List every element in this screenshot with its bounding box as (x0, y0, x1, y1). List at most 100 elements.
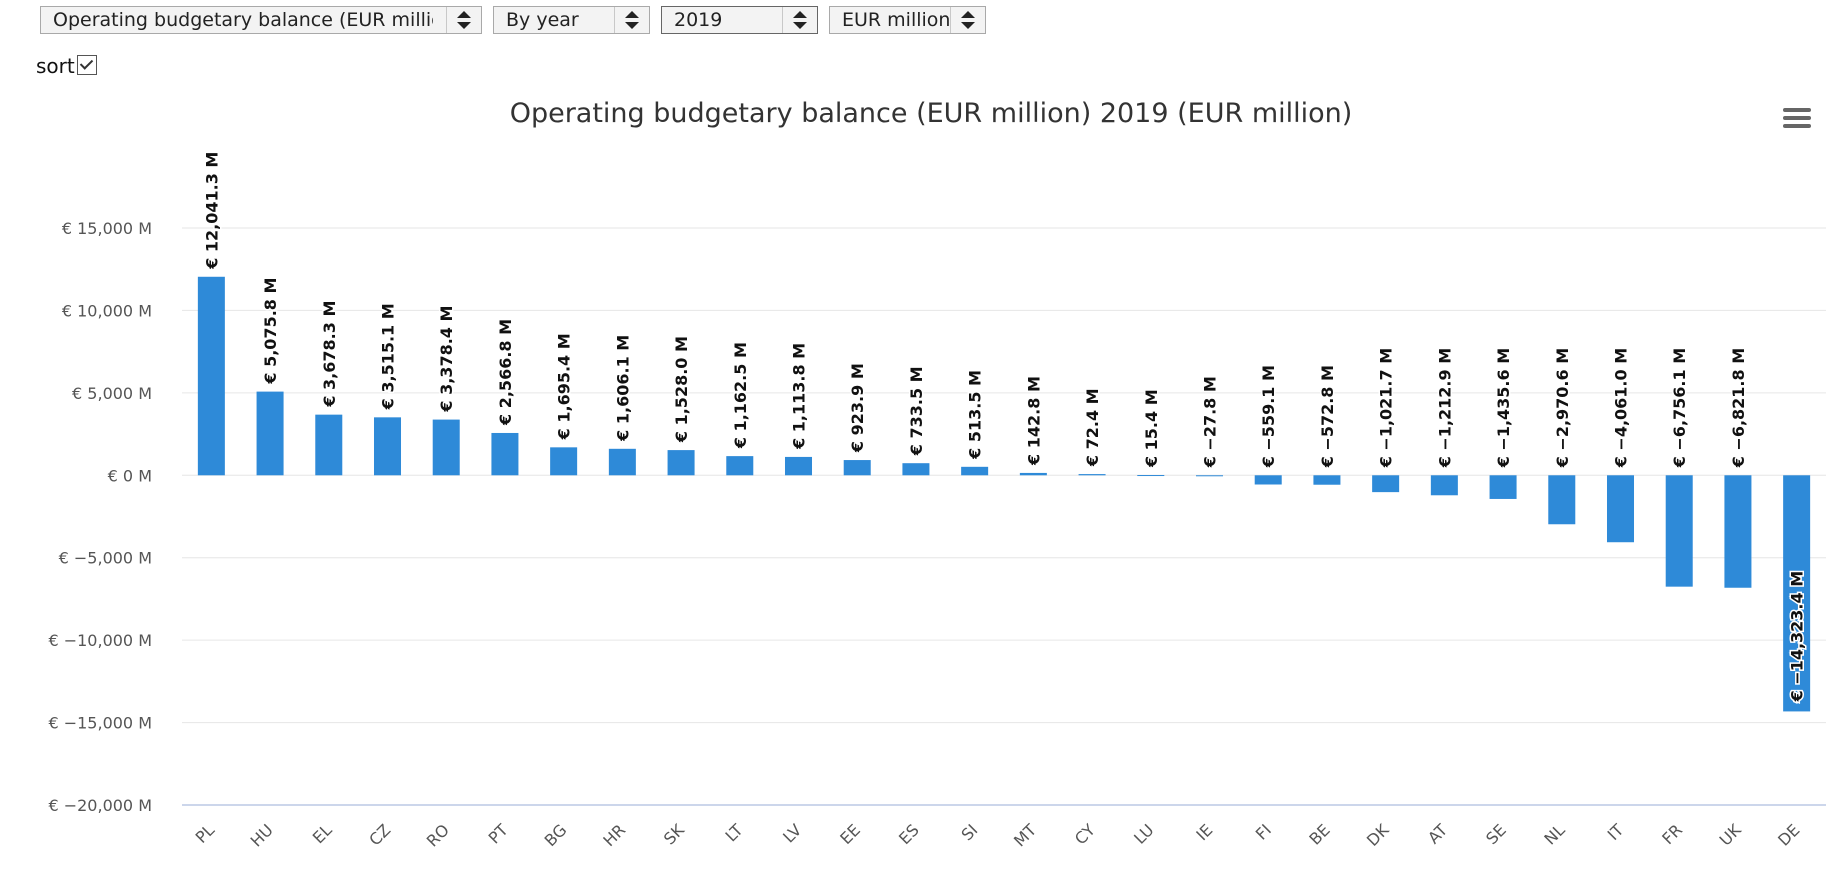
indicator-select[interactable]: Operating budgetary balance (EUR million… (40, 6, 482, 34)
x-tick-label: SI (958, 820, 982, 844)
bar-si[interactable] (961, 466, 989, 476)
bar-ee[interactable] (843, 460, 871, 476)
bar-hr[interactable] (608, 448, 636, 476)
y-tick-label: € −10,000 M (48, 631, 152, 650)
data-label: € −4,061.0 M (1612, 348, 1631, 468)
y-tick-label: € 10,000 M (62, 301, 152, 320)
bar-ro[interactable] (432, 419, 460, 476)
x-tick-label: BE (1305, 820, 1333, 848)
bar-cz[interactable] (373, 417, 402, 476)
x-tick-label: PL (192, 820, 219, 847)
chart-title: Operating budgetary balance (EUR million… (510, 98, 1353, 129)
unit-spinner-icon[interactable] (950, 7, 985, 33)
data-label: € 1,528.0 M (672, 336, 691, 443)
bar-uk[interactable] (1724, 475, 1752, 588)
data-label: € −6,756.1 M (1670, 348, 1689, 468)
bar-cy[interactable] (1078, 474, 1106, 476)
bar-lt[interactable] (726, 456, 754, 476)
x-tick-label: CY (1071, 820, 1099, 848)
bar-ie[interactable] (1195, 475, 1224, 477)
bars (197, 276, 1811, 712)
data-label: € 72.4 M (1083, 388, 1102, 467)
bar-fr[interactable] (1665, 475, 1693, 587)
data-label: € 3,378.4 M (437, 306, 456, 413)
bar-lu[interactable] (1137, 475, 1165, 477)
sort-toggle[interactable]: sort (36, 54, 97, 78)
x-tick-label: BG (541, 820, 571, 850)
bar-pl[interactable] (197, 276, 225, 476)
data-label: € −572.8 M (1318, 365, 1337, 468)
bar-mt[interactable] (1019, 472, 1047, 476)
x-tick-label: NL (1540, 820, 1568, 848)
bar-be[interactable] (1313, 475, 1341, 485)
sort-checkbox[interactable] (76, 55, 97, 75)
bar-lv[interactable] (784, 456, 813, 476)
x-tick-label: IE (1192, 820, 1216, 844)
data-label: € −559.1 M (1259, 365, 1278, 468)
indicator-select-value: Operating budgetary balance (EUR million… (53, 9, 433, 31)
bar-se[interactable] (1489, 475, 1517, 499)
x-tick-label: EE (836, 820, 864, 848)
grid-lines (182, 227, 1826, 806)
y-tick-label: € −5,000 M (59, 549, 152, 568)
bar-dk[interactable] (1372, 475, 1400, 493)
bar-hu[interactable] (256, 391, 284, 476)
data-label: € 733.5 M (907, 366, 926, 456)
data-label: € −1,021.7 M (1377, 348, 1396, 468)
data-label: € 3,678.3 M (320, 301, 339, 408)
data-label: € 2,566.8 M (496, 319, 515, 426)
data-label: € −27.8 M (1201, 376, 1220, 468)
x-tick-label: DE (1774, 820, 1803, 849)
data-label: € 1,606.1 M (613, 335, 632, 442)
x-tick-label: ES (895, 820, 923, 848)
x-tick-label: SK (660, 820, 688, 848)
bar-bg[interactable] (550, 447, 578, 476)
mode-select[interactable]: By year (493, 6, 650, 34)
y-tick-label: € −20,000 M (48, 796, 152, 815)
x-tick-label: PT (485, 820, 512, 847)
bar-it[interactable] (1606, 475, 1635, 543)
year-select-value: 2019 (674, 9, 723, 31)
bar-sk[interactable] (667, 450, 695, 476)
mode-spinner-icon[interactable] (614, 7, 649, 33)
x-tick-label: LT (722, 820, 747, 845)
data-label: € 15.4 M (1142, 389, 1161, 468)
data-label: € 513.5 M (966, 370, 985, 460)
data-labels: € 12,041.3 M € 5,075.8 M € 3,678.3 M € 3,51… (201, 150, 1808, 704)
year-spinner-icon[interactable] (782, 7, 817, 33)
x-tick-label: AT (1424, 820, 1451, 847)
unit-select-value: EUR million (842, 9, 951, 31)
x-tick-label: DK (1363, 820, 1393, 850)
unit-select[interactable]: EUR million (829, 6, 986, 34)
x-tick-label: EL (309, 820, 336, 847)
y-tick-label: € −15,000 M (48, 714, 152, 733)
indicator-spinner-icon[interactable] (446, 7, 481, 33)
mode-select-value: By year (506, 9, 579, 31)
data-label: € 1,162.5 M (731, 342, 750, 449)
x-tick-label: UK (1716, 820, 1745, 849)
y-tick-label: € 0 M (108, 466, 152, 485)
bar-de[interactable] (1783, 475, 1811, 712)
year-select[interactable]: 2019 (661, 6, 818, 34)
hamburger-menu-icon[interactable] (1783, 108, 1811, 130)
bar-at[interactable] (1430, 475, 1458, 496)
x-axis-ticks: PL HU EL CZ RO PT BG HR SK LT LV EE ES SI MT CY LU IE FI BE… (192, 820, 1804, 851)
bar-el[interactable] (315, 414, 343, 476)
x-tick-label: FR (1658, 820, 1686, 848)
x-tick-label: LU (1130, 820, 1157, 847)
x-tick-label: CZ (365, 820, 394, 849)
bar-pt[interactable] (491, 432, 519, 476)
sort-label: sort (36, 54, 75, 78)
bar-fi[interactable] (1254, 475, 1282, 485)
bar-es[interactable] (902, 463, 930, 476)
x-tick-label: HR (599, 820, 629, 850)
bar-nl[interactable] (1548, 475, 1576, 525)
data-label: € −1,435.6 M (1494, 348, 1513, 468)
data-label: € −14,323.4 M (1788, 571, 1807, 703)
x-tick-label: RO (423, 820, 453, 850)
y-tick-label: € 5,000 M (72, 384, 152, 403)
data-label: € −2,970.6 M (1553, 348, 1572, 468)
data-label: € 3,515.1 M (379, 303, 398, 410)
x-tick-label: LV (779, 820, 805, 846)
